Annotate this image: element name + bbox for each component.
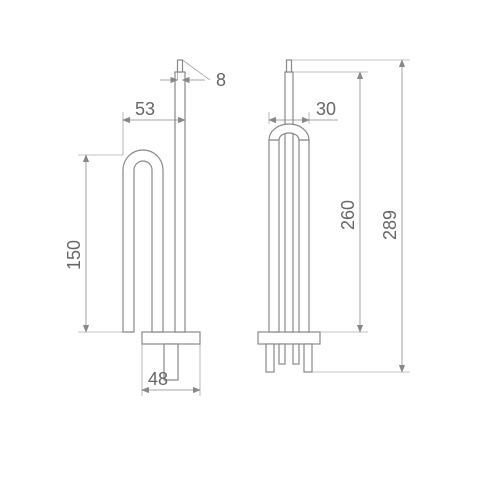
technical-drawing: 150 48 53 8 (0, 0, 500, 500)
dim-150-label: 150 (64, 240, 84, 270)
dim-48-label: 48 (148, 369, 168, 389)
dim-8: 8 (160, 60, 226, 90)
dim-30-label: 30 (316, 99, 336, 119)
dim-8-label: 8 (216, 70, 226, 90)
dim-260-label: 260 (338, 200, 358, 230)
dim-289-label: 289 (380, 210, 400, 240)
dim-150: 150 (64, 155, 123, 332)
dim-30: 30 (269, 99, 338, 124)
dim-53-label: 53 (135, 99, 155, 119)
right-view (258, 60, 320, 372)
